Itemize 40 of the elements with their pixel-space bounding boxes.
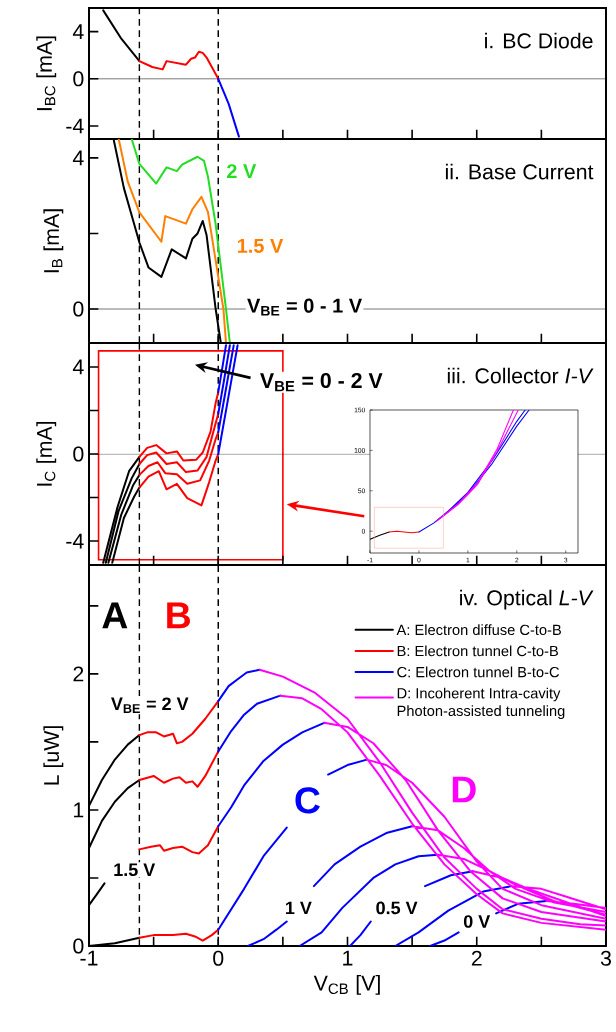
y-tick-label: 0 bbox=[73, 446, 84, 462]
y-tick-label: 4 bbox=[72, 150, 84, 166]
series-label: V$_{BE}$ = 0 - 1 V bbox=[247, 298, 362, 316]
y-tick-label: 4 bbox=[72, 359, 84, 375]
x-tick-label: 1 bbox=[343, 950, 353, 966]
y-axis-title: I$_{B}$ [mA] bbox=[43, 209, 64, 273]
y-tick-label: 0 bbox=[73, 71, 84, 87]
annotation: V$_{BE}$ = 2 V bbox=[111, 697, 189, 713]
y-tick-label: 4 bbox=[72, 24, 84, 39]
annotation: V$_{BE}$ = 0 - 2 V bbox=[260, 373, 383, 392]
y-axis-title: L [uW] bbox=[43, 726, 64, 785]
series-label: 2 V bbox=[227, 164, 257, 179]
annotation: D bbox=[452, 776, 476, 803]
x-tick-label: 2 bbox=[471, 950, 482, 966]
annotation: B bbox=[167, 602, 190, 629]
text: iii. Collector I-V bbox=[447, 367, 594, 384]
series-label: 1.5 V bbox=[237, 238, 284, 253]
legend-label: A: Electron diffuse C-to-B bbox=[396, 624, 561, 636]
text: iv. Optical L-V bbox=[460, 589, 594, 610]
x-axis-title: V$_{CB}$ [V] bbox=[313, 974, 380, 995]
y-tick-label: -4 bbox=[66, 533, 84, 549]
annotation: A bbox=[102, 602, 128, 629]
y-tick-label: 2 bbox=[73, 666, 84, 682]
y-tick-label: -4 bbox=[66, 118, 84, 134]
legend-label: B: Electron tunnel C-to-B bbox=[397, 645, 558, 657]
x-tick-label: 3 bbox=[600, 950, 611, 966]
text: i. BC Diode bbox=[485, 32, 593, 49]
text: ii. Base Current bbox=[445, 163, 594, 180]
legend-label: C: Electron tunnel B-to-C bbox=[397, 666, 560, 678]
y-tick-label: 0 bbox=[73, 301, 84, 317]
annotation: C bbox=[295, 787, 320, 814]
y-axis-title: I$_{C}$ [mA] bbox=[36, 421, 57, 486]
y-tick-label: 1 bbox=[74, 802, 84, 818]
annotation: 0.5 V bbox=[376, 901, 418, 915]
annotation: 1.5 V bbox=[114, 863, 156, 877]
y-axis-title: I$_{BC}$ [mA] bbox=[36, 36, 57, 111]
annotation: 1 V bbox=[286, 901, 312, 915]
x-tick-label: 0 bbox=[213, 950, 224, 966]
annotation: 0 V bbox=[463, 915, 491, 928]
legend-label: D: Incoherent Intra-cavity Photon-assisted tunneling bbox=[397, 687, 565, 719]
